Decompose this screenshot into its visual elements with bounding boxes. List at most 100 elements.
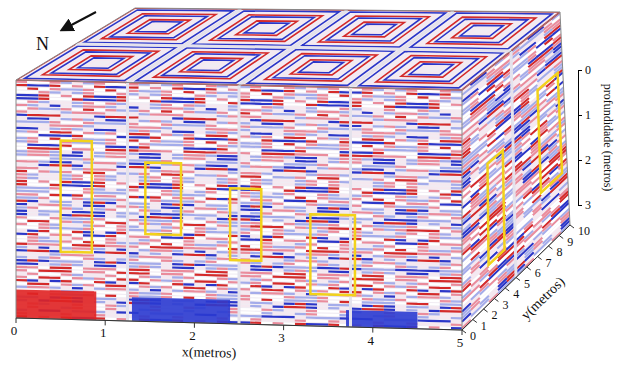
radar-texture [401, 62, 461, 77]
radar-texture [162, 54, 259, 77]
radar-texture [60, 54, 141, 72]
tick [494, 299, 498, 302]
tick-label: 2 [585, 153, 591, 167]
tick-label: 2 [189, 328, 196, 343]
tick-label: 0 [470, 329, 476, 343]
radar-texture [136, 22, 181, 32]
tick-label: 1 [481, 319, 487, 333]
radar-texture [87, 60, 115, 66]
radar-texture [256, 52, 385, 84]
radar-texture [290, 60, 351, 75]
slice-divider [238, 85, 241, 324]
north-arrow [62, 12, 96, 30]
radar-texture [119, 18, 199, 36]
radar-texture [410, 13, 551, 49]
slice-divider [126, 83, 129, 322]
highlighted-region [230, 188, 261, 260]
radar-texture [84, 10, 233, 44]
tick-label: 4 [368, 333, 375, 348]
radar-texture [188, 60, 233, 71]
tick-label: 7 [546, 256, 552, 270]
radar-texture [435, 19, 527, 42]
tick [548, 246, 552, 249]
radar-texture [468, 27, 495, 34]
tick-label: 5 [524, 277, 530, 291]
radar-texture [197, 62, 225, 69]
radar-texture [376, 56, 486, 84]
face-top [16, 8, 560, 90]
radar-texture [219, 17, 314, 39]
radar-texture [427, 17, 536, 45]
radar-texture [462, 16, 569, 319]
tick-label: 9 [567, 235, 573, 249]
slice-divider [349, 88, 352, 328]
radar-texture [273, 56, 368, 79]
highlighted-region [488, 150, 505, 264]
radar-texture [282, 58, 360, 77]
radar-texture [327, 18, 421, 41]
tick [505, 288, 509, 291]
tick [462, 330, 466, 333]
radar-texture [393, 60, 470, 80]
tick-label: 2 [492, 308, 498, 322]
radar-texture [352, 24, 396, 35]
radar-texture [253, 25, 280, 31]
axes: 012345x(metros)012345678910y(metros)0123… [11, 63, 615, 361]
radar-texture [419, 15, 544, 47]
plot-area [16, 8, 570, 330]
face-right [462, 12, 570, 330]
radar-texture [410, 64, 454, 75]
box-edge [16, 80, 462, 90]
highlighted-region [538, 73, 563, 193]
radar-texture [460, 25, 503, 36]
box-edge [462, 90, 463, 330]
radar-texture [236, 21, 297, 35]
axis-title: x(metros) [182, 344, 237, 361]
radar-texture [69, 56, 132, 70]
radar-texture [299, 62, 343, 73]
tick [578, 205, 582, 206]
box-edge [135, 8, 560, 12]
radar-texture [384, 58, 478, 82]
radar-texture [51, 52, 149, 74]
tick [516, 278, 520, 281]
tick [484, 309, 488, 312]
radar-texture [180, 58, 242, 73]
radar-texture [16, 82, 462, 328]
radar-texture [128, 20, 190, 34]
box-edge [560, 12, 570, 225]
radar-texture [227, 19, 305, 37]
tick [538, 257, 542, 260]
highlighted-region [310, 214, 355, 295]
radar-texture [265, 54, 377, 82]
slice-divider [76, 44, 512, 51]
tick-label: 3 [585, 198, 591, 212]
tick-label: 6 [535, 266, 541, 280]
radar-texture [361, 26, 388, 33]
radar-texture [359, 51, 503, 88]
tick: 2 [578, 153, 591, 167]
tick: 0 [578, 63, 591, 77]
tick [578, 115, 582, 116]
box-edge [16, 80, 17, 318]
radar-texture [418, 66, 445, 73]
highlighted-region [145, 162, 181, 234]
box-edges [16, 8, 570, 330]
tick-label: 4 [513, 287, 519, 301]
box-edge [462, 225, 570, 330]
tick-label: 0 [585, 63, 591, 77]
radar-texture [16, 82, 462, 328]
radar-texture [171, 56, 251, 75]
tick-label: 3 [502, 298, 508, 312]
tick-label: 1 [100, 325, 107, 340]
radar-patch [132, 297, 230, 323]
radar-texture [193, 11, 339, 45]
radar-texture [367, 53, 494, 85]
radar-texture [452, 23, 511, 38]
tick [570, 225, 574, 228]
tick: 3 [578, 198, 591, 212]
tick-label: 3 [278, 330, 285, 345]
radar-texture [310, 14, 437, 45]
box-edge [16, 8, 135, 80]
tick [578, 160, 582, 161]
